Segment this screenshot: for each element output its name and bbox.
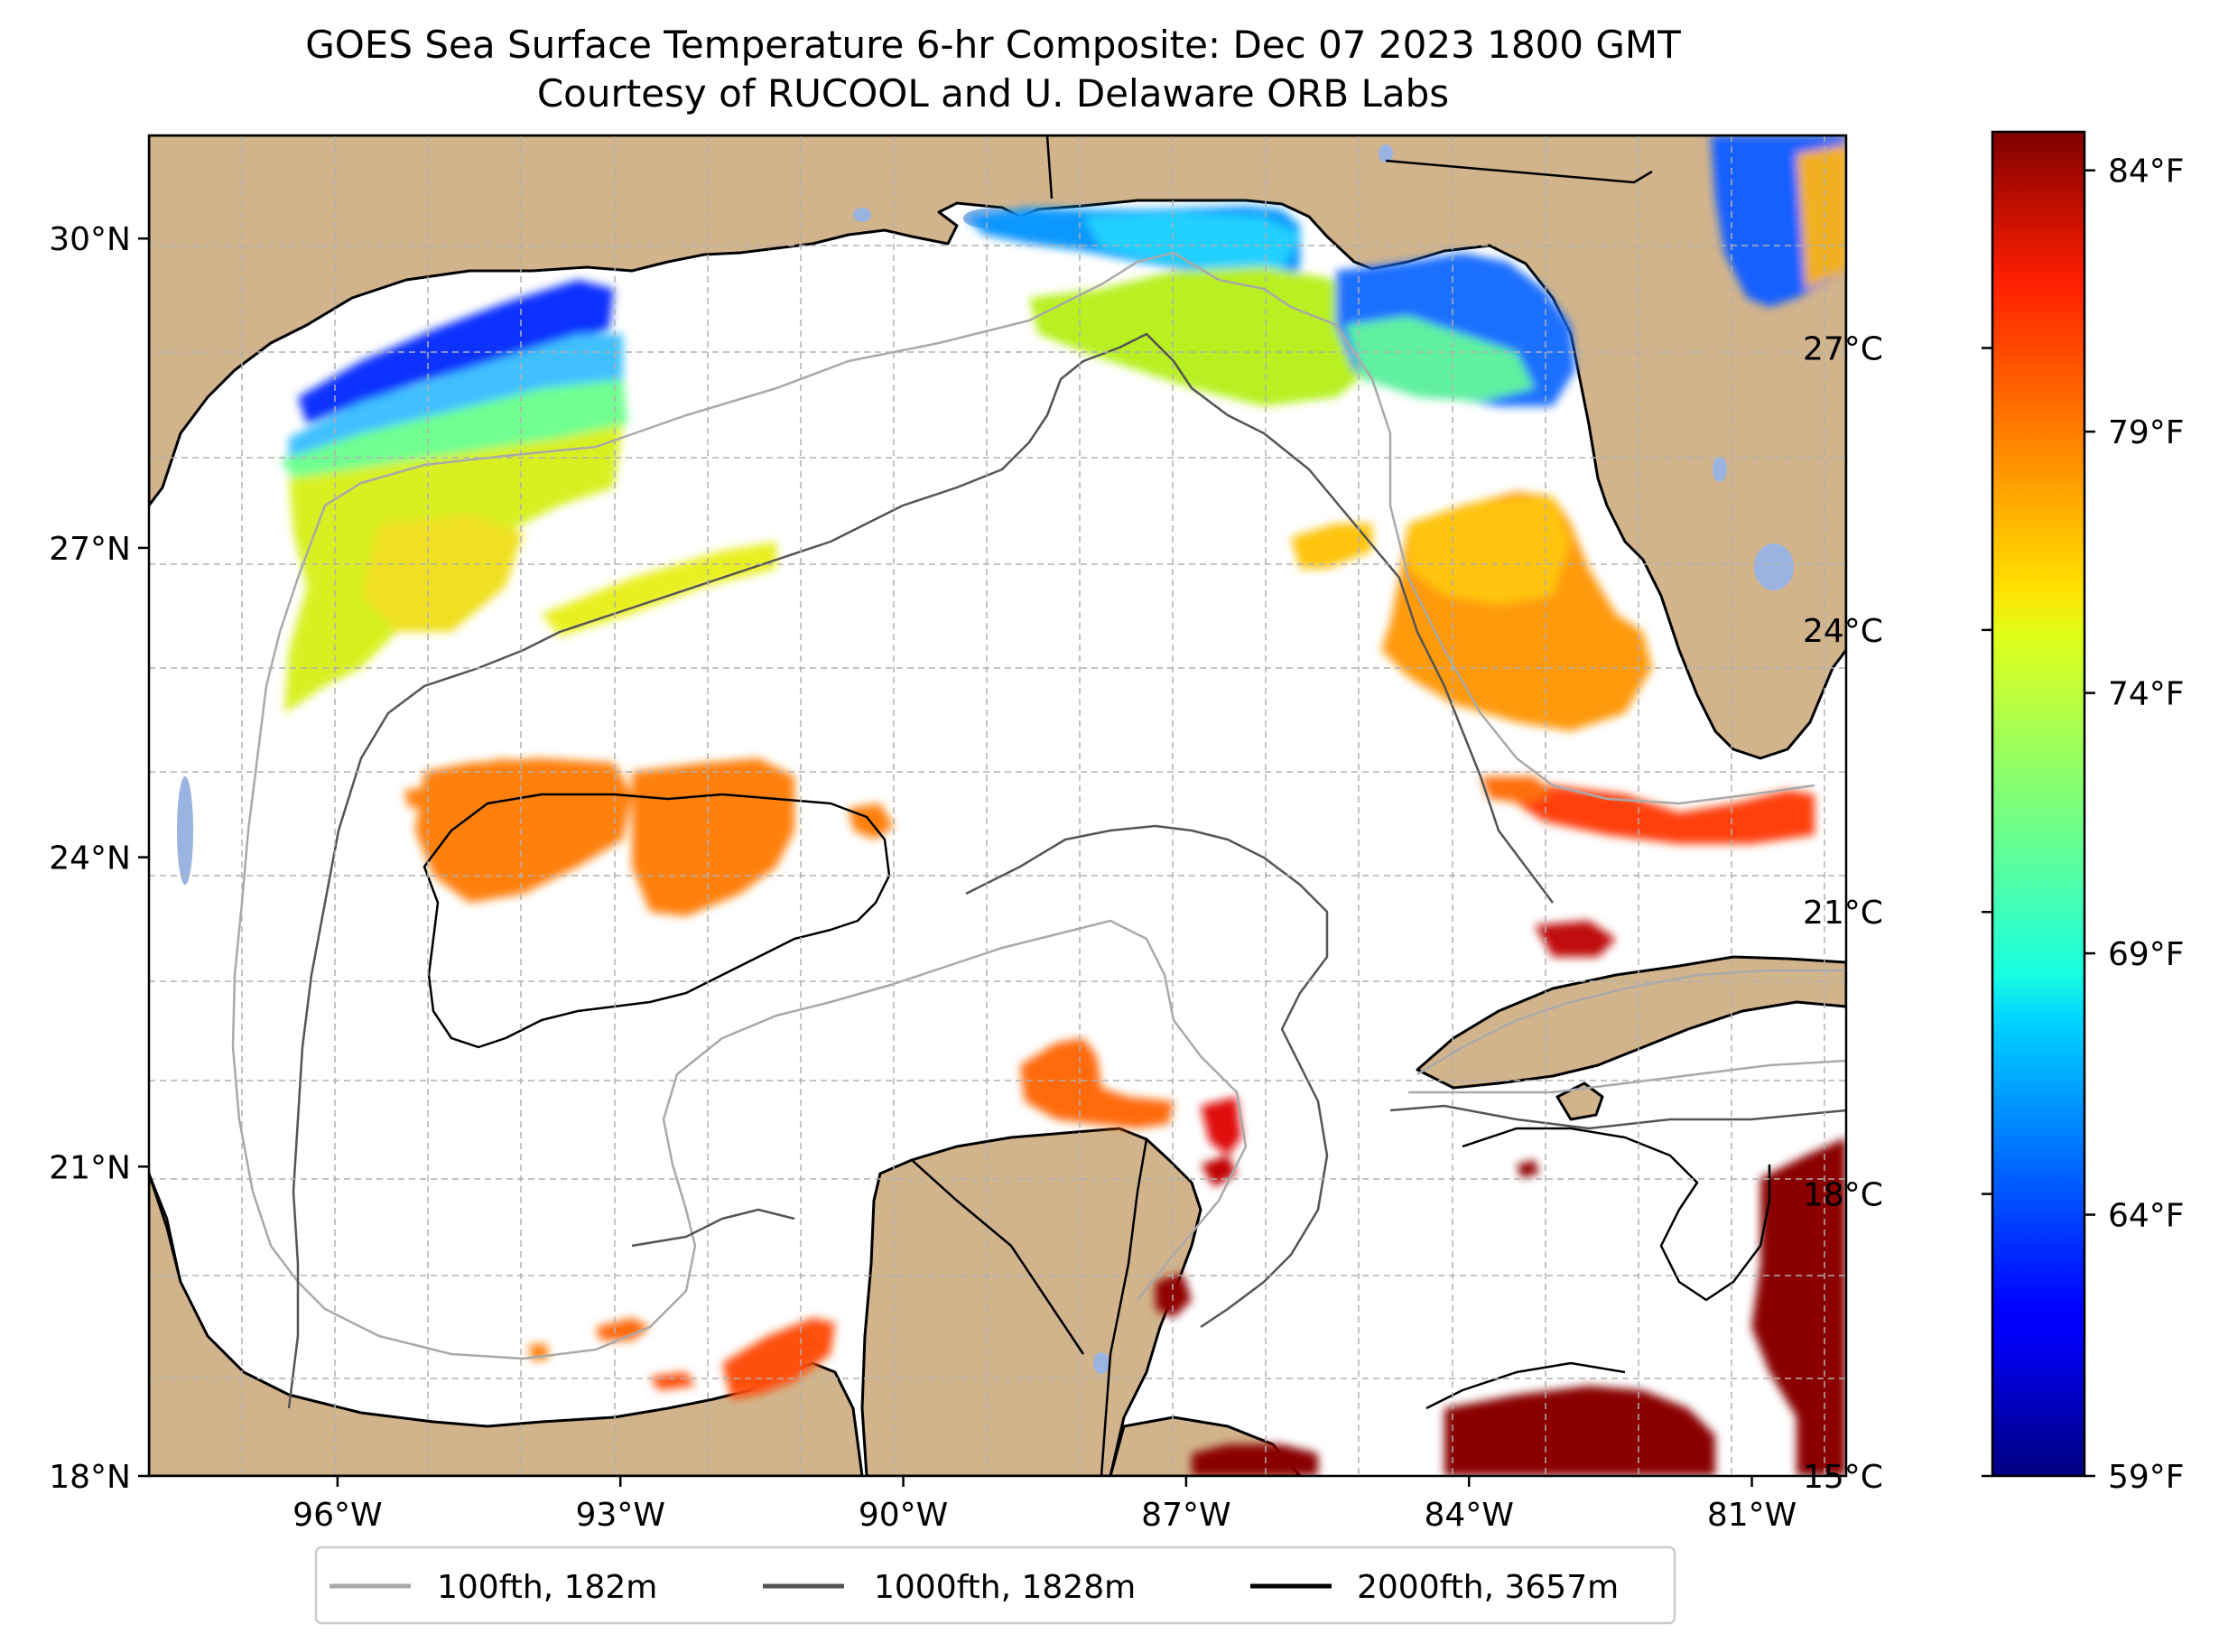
bathymetry-contours	[231, 251, 1846, 1410]
lat-tick-label: 18°N	[49, 1459, 131, 1496]
colorbar-fahrenheit-label: 74°F	[2108, 676, 2185, 713]
legend-box	[314, 1545, 1676, 1625]
border-al-fl	[1385, 159, 1653, 184]
lake-laguna-madre	[177, 776, 193, 885]
border-tx-mexico	[149, 1173, 182, 1283]
contour-100fth	[231, 251, 1815, 1360]
sst-patch-yucatan-channel	[1201, 1155, 1237, 1187]
lon-tick-label: 90°W	[859, 1497, 948, 1534]
longitude-axis: 96°W 93°W 90°W 87°W 84°W 81°W	[292, 1476, 1797, 1534]
mexico-land	[149, 1172, 864, 1476]
colorbar-fahrenheit-label: 79°F	[2108, 414, 2185, 451]
sst-patch-caribbean-sw	[1192, 1444, 1318, 1476]
lon-tick-label: 87°W	[1141, 1497, 1230, 1534]
contour-cuba-deep	[1389, 1104, 1846, 1130]
sst-patch-panhandle-cyan	[1345, 316, 1535, 402]
lon-tick-label: 96°W	[292, 1497, 382, 1534]
sst-patch-bay-campeche-c	[650, 1372, 695, 1390]
colorbar-celsius-ticks: 15°C 18°C 21°C 24°C 27°C	[1803, 330, 1992, 1496]
contour-1000fth	[287, 332, 1554, 1409]
lake-yucatan	[1093, 1352, 1110, 1374]
gridlines	[149, 135, 1846, 1476]
sst-patch-west-florida-yellow	[1408, 497, 1571, 605]
sst-patch-caribbean-south	[1444, 1386, 1715, 1476]
colorbar-celsius-label: 27°C	[1803, 330, 1883, 367]
chart-title-line-2: Courtesy of RUCOOL and U. Delaware ORB L…	[536, 71, 1450, 116]
lake-inland-3	[1713, 457, 1727, 482]
lake-inland-2	[1379, 144, 1393, 162]
colorbar: 15°C 18°C 21°C 24°C 27°C 59°F 64°F 69°F 74°F 79°…	[1803, 130, 2185, 1496]
legend-label-100fth: 100fth, 182m	[437, 1569, 657, 1606]
sst-patch-texas-warm	[361, 515, 524, 632]
lon-tick-label: 81°W	[1707, 1497, 1797, 1534]
legend-label-2000fth: 2000fth, 3657m	[1357, 1569, 1619, 1606]
colorbar-fahrenheit-label: 64°F	[2108, 1198, 2185, 1235]
us-mainland	[149, 135, 1846, 760]
map-frame	[147, 134, 1848, 1478]
sst-patch-texas-cyan	[289, 334, 623, 460]
contour-cuba-shelf	[1408, 969, 1846, 1094]
lat-tick-label: 24°N	[49, 840, 131, 877]
sst-patch-louisiana-cyan	[1083, 212, 1300, 271]
lat-tick-label: 27°N	[49, 531, 131, 568]
map-panel	[149, 135, 1846, 1476]
sst-patch-caribbean-east	[1751, 1137, 1846, 1476]
colorbar-fahrenheit-label: 69°F	[2108, 936, 2185, 973]
sst-patch-campeche-red	[1201, 1097, 1241, 1155]
chart-title-line-1: GOES Sea Surface Temperature 6-hr Compos…	[305, 23, 1681, 67]
sst-patch-louisiana-green	[1029, 266, 1381, 406]
sst-patch-caribbean-mid	[1517, 1160, 1539, 1178]
colorbar-celsius-label: 15°C	[1803, 1459, 1883, 1496]
sst-patch-campeche	[1020, 1038, 1174, 1128]
sst-patch-caribbean-west	[1156, 1273, 1192, 1318]
sst-patch-cuba-north	[1535, 921, 1616, 957]
lon-tick-label: 84°W	[1425, 1497, 1514, 1534]
sst-patch-keys-orange	[1481, 776, 1553, 803]
lat-tick-label: 21°N	[49, 1149, 131, 1186]
contour-2000fth	[422, 793, 1771, 1410]
political-borders	[149, 135, 1653, 1476]
legend-label-1000fth: 1000fth, 1828m	[874, 1569, 1136, 1606]
colorbar-fahrenheit-label: 59°F	[2108, 1459, 2185, 1496]
sst-patch-small-b	[404, 788, 426, 808]
sst-patch-keys	[1490, 781, 1815, 844]
colorbar-celsius-label: 18°C	[1803, 1177, 1883, 1214]
sst-patch-florida-atlantic-warm	[1797, 144, 1846, 289]
colorbar-fahrenheit-label: 84°F	[2108, 153, 2185, 190]
colorbar-fahrenheit-ticks: 59°F 64°F 69°F 74°F 79°F 84°F	[2084, 153, 2185, 1496]
colorbar-celsius-label: 24°C	[1803, 613, 1883, 650]
colorbar-celsius-label: 21°C	[1803, 895, 1883, 932]
sst-strip-shelf	[542, 542, 776, 636]
legend: 100fth, 182m 1000fth, 1828m 2000fth, 365…	[314, 1545, 1676, 1625]
isla-juventud-land	[1555, 1081, 1604, 1121]
latitude-axis: 18°N 21°N 24°N 27°N 30°N	[49, 221, 149, 1496]
land-masses	[149, 135, 1846, 1476]
sst-patch-bay-campeche-small	[596, 1318, 650, 1341]
lat-tick-label: 30°N	[49, 221, 131, 258]
sst-patch-central-north	[460, 758, 524, 794]
border-mexico-states	[911, 1138, 1148, 1476]
sst-patch-tampa-bay	[1291, 524, 1372, 569]
colorbar-gradient	[1991, 130, 2086, 1478]
border-ms-al	[1045, 135, 1054, 200]
sst-data	[280, 135, 1846, 1476]
lake-inland-1	[853, 208, 871, 222]
lon-tick-label: 93°W	[576, 1497, 665, 1534]
cuba-land	[1416, 955, 1846, 1090]
yucatan-peninsula-land	[860, 1127, 1202, 1476]
lake-okeechobee	[1754, 543, 1794, 590]
